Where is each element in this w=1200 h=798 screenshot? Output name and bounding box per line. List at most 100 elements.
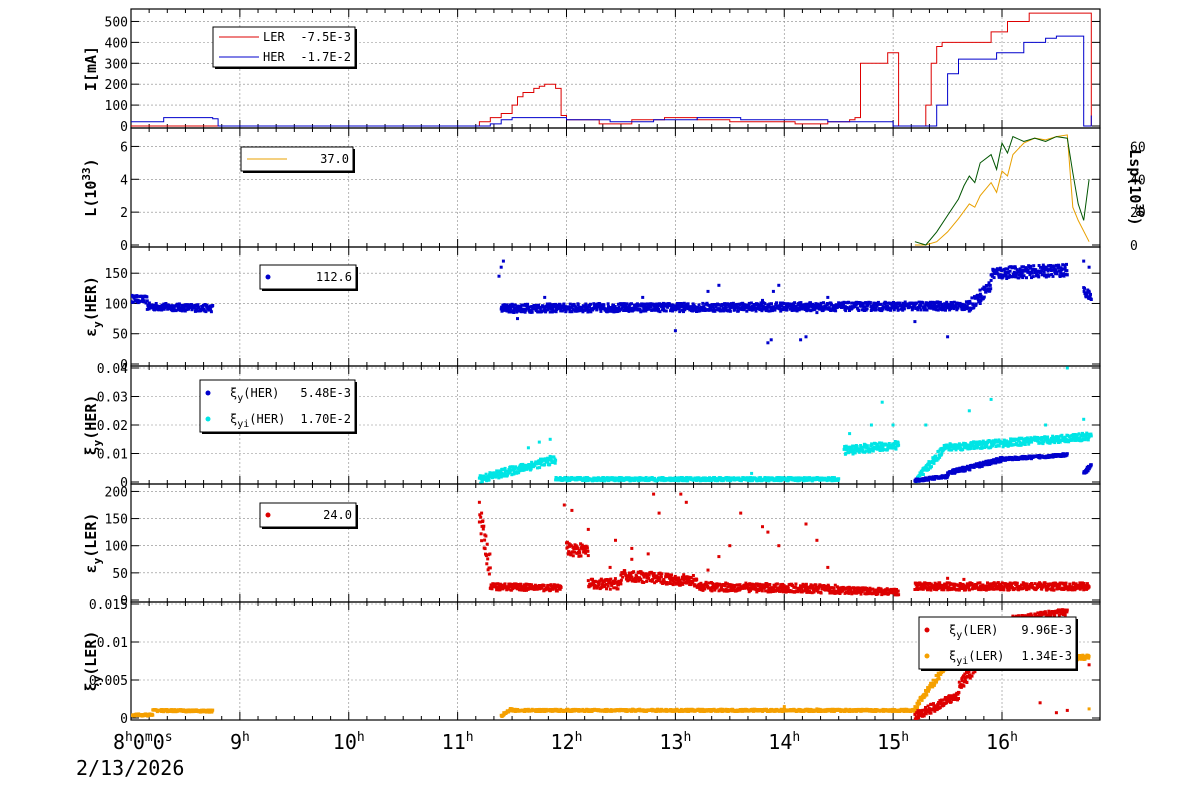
data-point (873, 442, 877, 446)
data-point (925, 308, 929, 312)
data-point (723, 302, 727, 306)
data-point (1081, 431, 1084, 435)
data-point (993, 440, 997, 444)
data-point (701, 588, 705, 592)
data-point (896, 308, 900, 312)
data-point (692, 577, 696, 581)
data-point (932, 461, 936, 465)
data-point (923, 306, 927, 310)
data-point (785, 308, 789, 312)
data-point (864, 301, 868, 305)
data-point (1051, 440, 1055, 444)
data-point (701, 301, 705, 305)
data-point (978, 288, 982, 292)
data-point (497, 274, 501, 278)
data-point (497, 476, 501, 480)
data-point (486, 476, 490, 480)
data-point (661, 301, 665, 305)
data-point (745, 476, 749, 480)
data-point (989, 397, 993, 401)
data-point (936, 308, 940, 312)
data-point (996, 440, 1000, 444)
data-point (706, 289, 710, 293)
data-point (760, 589, 764, 593)
data-point (583, 548, 587, 552)
data-point (193, 303, 197, 307)
data-point (729, 587, 733, 591)
data-point (977, 443, 981, 446)
data-point (131, 300, 135, 304)
data-point (893, 442, 897, 445)
data-point (589, 310, 593, 314)
data-point (866, 590, 870, 594)
data-point (728, 309, 732, 313)
data-point (540, 586, 544, 590)
data-point (703, 587, 707, 591)
data-point (536, 310, 540, 314)
data-point (826, 295, 830, 299)
data-point (845, 448, 849, 452)
data-point (1042, 270, 1046, 274)
data-point (494, 582, 498, 586)
data-point (872, 301, 876, 305)
data-point (571, 307, 575, 311)
data-point (623, 302, 627, 306)
data-point (639, 310, 643, 314)
data-point (978, 446, 982, 450)
data-point (501, 468, 505, 472)
data-point (606, 307, 610, 311)
data-point (523, 310, 527, 314)
data-point (948, 305, 952, 309)
data-point (984, 440, 988, 444)
data-point (817, 590, 820, 594)
data-point (1087, 265, 1091, 269)
data-point (979, 294, 983, 298)
y-tick-label: 100 (105, 540, 128, 555)
data-point (515, 587, 519, 591)
data-point (898, 301, 902, 305)
data-point (1060, 433, 1064, 437)
data-point (711, 305, 715, 309)
data-point (1046, 264, 1050, 268)
data-point (641, 295, 645, 299)
data-point (815, 311, 819, 315)
data-point (580, 543, 584, 547)
data-point (858, 449, 862, 452)
data-point (487, 572, 491, 576)
data-point (581, 308, 584, 312)
data-point (688, 579, 692, 583)
data-point (511, 466, 515, 470)
data-point (616, 583, 620, 587)
data-point (651, 574, 655, 578)
legend: ξy(HER) 5.48E-3 ξyi(HER) 1.70E-2 (199, 379, 357, 434)
data-point (545, 304, 549, 308)
data-point (617, 305, 621, 309)
data-point (599, 309, 603, 313)
data-point (529, 465, 533, 469)
data-point (767, 479, 771, 483)
data-point (996, 268, 1000, 272)
data-point (985, 445, 989, 449)
data-point (961, 448, 965, 451)
data-point (1036, 439, 1039, 443)
data-point (972, 305, 976, 309)
data-point (147, 301, 151, 305)
data-point (667, 573, 671, 577)
data-point (656, 579, 660, 582)
data-point (608, 587, 612, 591)
data-point (511, 587, 515, 591)
data-point (775, 301, 778, 305)
data-point (671, 583, 675, 587)
data-point (1083, 286, 1086, 290)
data-point (1002, 438, 1006, 442)
data-point (1063, 435, 1067, 439)
data-point (622, 309, 626, 312)
data-point (786, 585, 790, 589)
data-point (184, 304, 188, 308)
data-point (1044, 423, 1048, 427)
data-point (628, 308, 632, 312)
data-point (992, 442, 996, 446)
data-point (145, 299, 149, 303)
data-point (1089, 463, 1093, 467)
data-point (746, 583, 750, 586)
